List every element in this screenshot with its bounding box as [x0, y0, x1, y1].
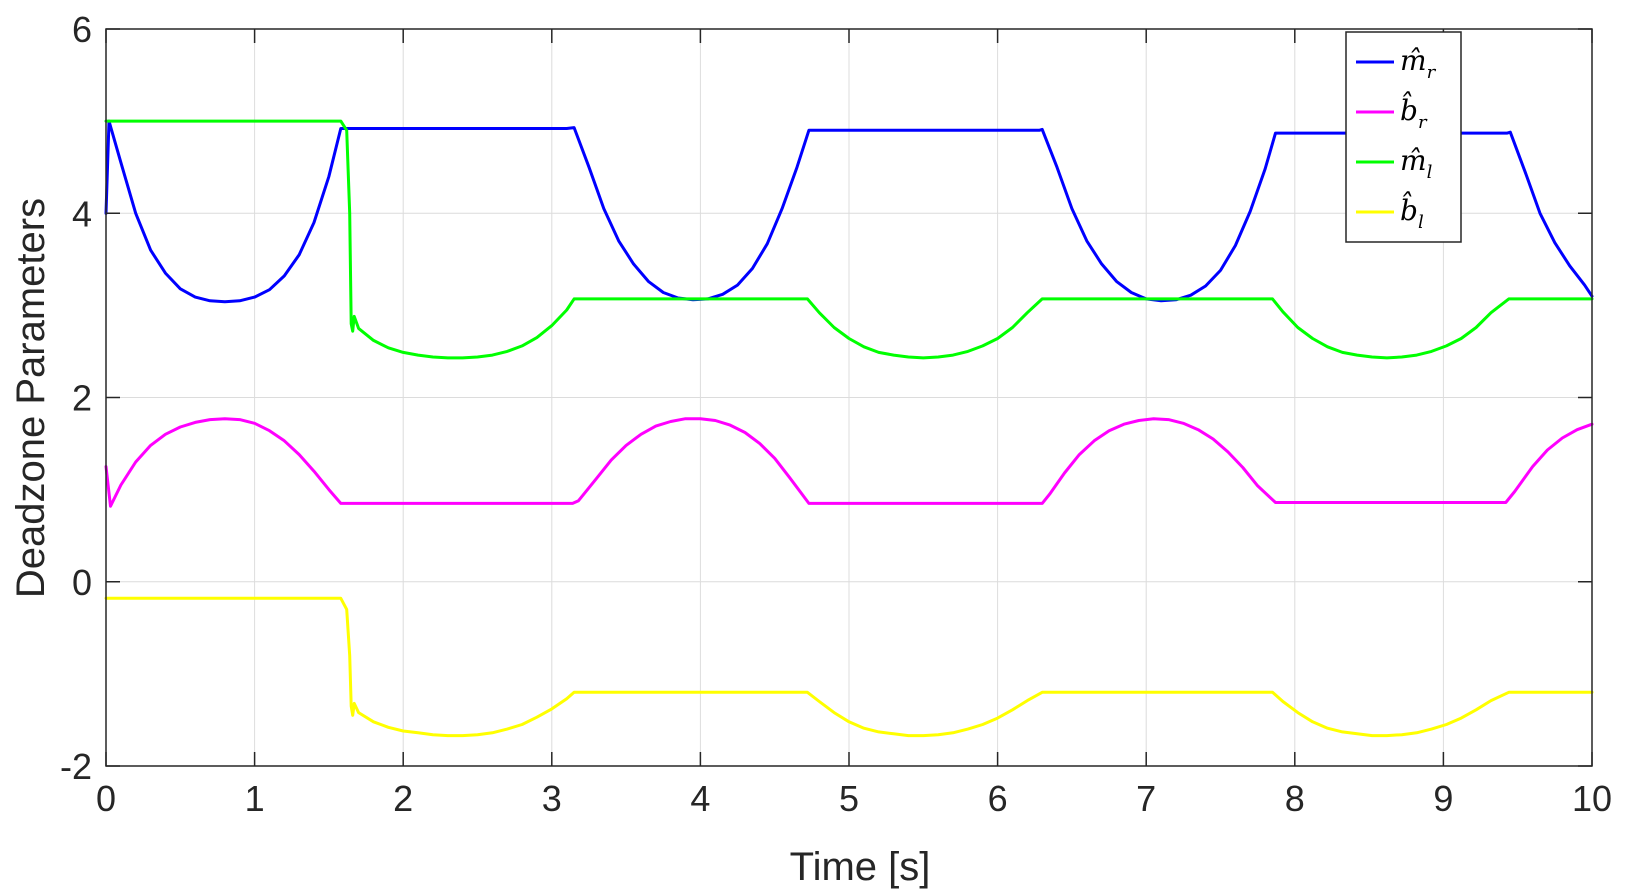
x-tick-label: 8	[1285, 778, 1305, 819]
legend-entry-subscript: l	[1427, 162, 1433, 183]
legend-entry-2: m̂l	[1400, 144, 1433, 183]
y-tick-label: 6	[72, 9, 92, 50]
x-tick-label: 10	[1572, 778, 1612, 819]
series-line-2	[104, 119, 1594, 360]
series-lines	[104, 119, 1594, 738]
x-tick-label: 6	[988, 778, 1008, 819]
x-tick-label: 5	[839, 778, 859, 819]
series-line-3	[104, 596, 1594, 738]
x-tick-label: 4	[690, 778, 710, 819]
series-line-1	[104, 417, 1594, 508]
legend-entry-subscript: l	[1418, 212, 1424, 233]
axes-box	[105, 28, 1593, 767]
legend-entry-symbol: m̂	[1400, 144, 1427, 177]
x-tick-label: 0	[96, 778, 116, 819]
x-tick-labels: 0 1 2 3 4 5 6 7 8 9 10	[96, 778, 1612, 819]
x-axis-title: Time [s]	[790, 845, 931, 889]
series-line-0	[104, 119, 1594, 304]
legend-entry-symbol: m̂	[1400, 44, 1427, 77]
legend-entry-subscript: r	[1427, 62, 1437, 83]
y-tick-label: 4	[72, 193, 92, 234]
legend-entry-subscript: r	[1418, 112, 1428, 133]
x-tick-label: 9	[1433, 778, 1453, 819]
y-tick-label: 0	[72, 562, 92, 603]
legend-entry-symbol: b̂	[1400, 192, 1418, 227]
y-axis-title: Deadzone Parameters	[9, 198, 53, 598]
x-tick-label: 3	[542, 778, 562, 819]
legend: m̂rb̂rm̂lb̂l	[1345, 31, 1462, 243]
legend-entry-0: m̂r	[1400, 44, 1437, 83]
legend-entry-3: b̂l	[1400, 192, 1424, 233]
x-tick-label: 7	[1136, 778, 1156, 819]
legend-entry-1: b̂r	[1400, 92, 1428, 133]
legend-entry-symbol: b̂	[1400, 92, 1418, 127]
x-tick-label: 2	[393, 778, 413, 819]
legend-box	[1345, 31, 1462, 243]
y-tick-label: -2	[60, 746, 92, 787]
axes	[105, 28, 1593, 767]
y-tick-label: 2	[72, 378, 92, 419]
x-tick-label: 1	[245, 778, 265, 819]
y-tick-labels: -2 0 2 4 6	[60, 9, 92, 787]
